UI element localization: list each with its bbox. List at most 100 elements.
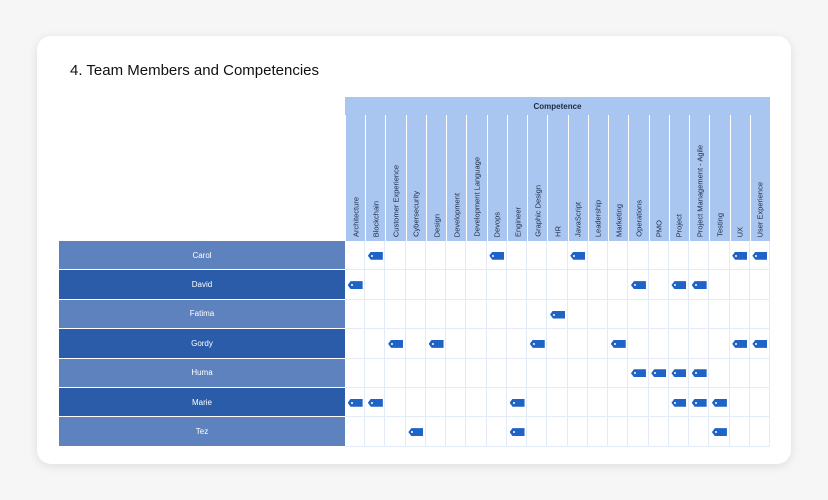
grid-cell[interactable] [567,270,588,300]
grid-cell[interactable] [385,270,406,300]
grid-cell[interactable] [405,329,426,359]
grid-cell[interactable] [527,241,548,271]
grid-cell[interactable] [385,299,406,330]
grid-cell[interactable] [689,270,710,300]
grid-cell[interactable] [729,299,750,330]
grid-cell[interactable] [466,241,487,271]
grid-cell[interactable] [425,241,447,271]
grid-cell[interactable] [587,329,609,359]
member-row-fatima[interactable]: Fatima [59,299,345,330]
grid-cell[interactable] [668,358,690,388]
grid-cell[interactable] [466,358,487,388]
grid-cell[interactable] [689,241,710,271]
grid-cell[interactable] [345,329,366,359]
grid-cell[interactable] [567,241,588,271]
grid-cell[interactable] [466,270,487,300]
grid-cell[interactable] [567,388,588,418]
grid-cell[interactable] [527,329,548,359]
grid-cell[interactable] [506,299,528,330]
grid-cell[interactable] [749,299,770,330]
grid-cell[interactable] [628,241,649,271]
grid-cell[interactable] [608,299,629,330]
grid-cell[interactable] [547,270,568,300]
grid-cell[interactable] [446,358,467,388]
grid-cell[interactable] [385,358,406,388]
grid-cell[interactable] [486,299,507,330]
grid-cell[interactable] [365,329,386,359]
member-row-gordy[interactable]: Gordy [59,329,345,359]
grid-cell[interactable] [365,270,386,300]
grid-cell[interactable] [608,241,629,271]
grid-cell[interactable] [689,329,710,359]
grid-cell[interactable] [749,241,770,271]
grid-cell[interactable] [527,417,548,447]
grid-cell[interactable] [749,417,770,447]
grid-cell[interactable] [446,241,467,271]
grid-cell[interactable] [709,388,730,418]
grid-cell[interactable] [466,388,487,418]
grid-cell[interactable] [668,241,690,271]
grid-cell[interactable] [648,417,669,447]
grid-cell[interactable] [527,299,548,330]
grid-cell[interactable] [648,299,669,330]
grid-cell[interactable] [749,329,770,359]
grid-cell[interactable] [486,241,507,271]
grid-cell[interactable] [547,417,568,447]
grid-cell[interactable] [547,299,568,330]
grid-cell[interactable] [425,299,447,330]
grid-cell[interactable] [709,299,730,330]
grid-cell[interactable] [689,299,710,330]
grid-cell[interactable] [709,270,730,300]
grid-cell[interactable] [668,270,690,300]
grid-cell[interactable] [345,417,366,447]
grid-cell[interactable] [506,241,528,271]
grid-cell[interactable] [405,241,426,271]
grid-cell[interactable] [587,241,609,271]
grid-cell[interactable] [749,358,770,388]
grid-cell[interactable] [345,358,366,388]
grid-cell[interactable] [506,388,528,418]
member-row-carol[interactable]: Carol [59,241,345,271]
grid-cell[interactable] [506,417,528,447]
grid-cell[interactable] [689,388,710,418]
grid-cell[interactable] [628,299,649,330]
grid-cell[interactable] [385,241,406,271]
grid-cell[interactable] [385,329,406,359]
grid-cell[interactable] [729,388,750,418]
grid-cell[interactable] [567,417,588,447]
grid-cell[interactable] [587,299,609,330]
grid-cell[interactable] [345,270,366,300]
grid-cell[interactable] [689,417,710,447]
grid-cell[interactable] [729,270,750,300]
grid-cell[interactable] [466,417,487,447]
grid-cell[interactable] [486,270,507,300]
grid-cell[interactable] [547,329,568,359]
grid-cell[interactable] [365,388,386,418]
grid-cell[interactable] [628,270,649,300]
grid-cell[interactable] [425,270,447,300]
grid-cell[interactable] [689,358,710,388]
grid-cell[interactable] [527,270,548,300]
grid-cell[interactable] [729,358,750,388]
grid-cell[interactable] [709,329,730,359]
member-row-marie[interactable]: Marie [59,388,345,418]
grid-cell[interactable] [709,358,730,388]
grid-cell[interactable] [648,241,669,271]
grid-cell[interactable] [608,417,629,447]
grid-cell[interactable] [608,388,629,418]
grid-cell[interactable] [668,299,690,330]
grid-cell[interactable] [587,388,609,418]
grid-cell[interactable] [567,358,588,388]
grid-cell[interactable] [749,270,770,300]
grid-cell[interactable] [405,358,426,388]
grid-cell[interactable] [446,270,467,300]
grid-cell[interactable] [425,358,447,388]
grid-cell[interactable] [668,417,690,447]
grid-cell[interactable] [547,388,568,418]
grid-cell[interactable] [425,329,447,359]
grid-cell[interactable] [709,241,730,271]
grid-cell[interactable] [405,299,426,330]
grid-cell[interactable] [425,417,447,447]
grid-cell[interactable] [405,417,426,447]
grid-cell[interactable] [608,358,629,388]
